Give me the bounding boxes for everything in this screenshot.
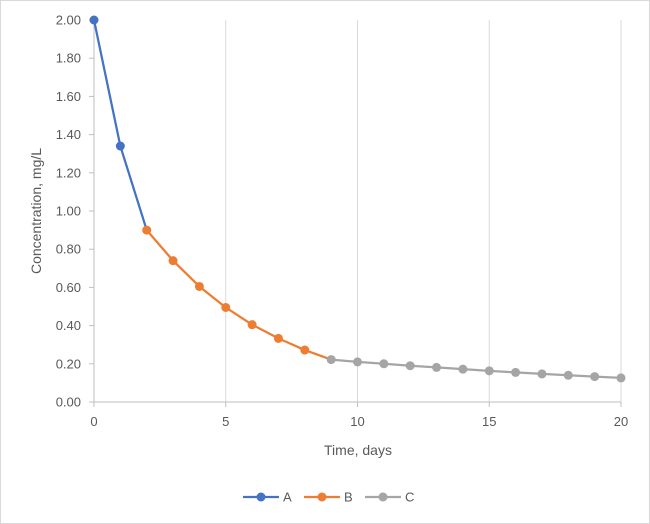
y-tick-label: 1.00 [56,204,81,219]
legend-c-marker [378,492,388,502]
series-c-point [563,370,573,380]
y-tick-label: 0.40 [56,318,81,333]
series-c-point [511,367,521,377]
series-c-point [432,362,442,372]
series-c-point [326,355,336,365]
axes [89,19,622,407]
series-b-point [273,333,283,343]
y-tick-label: 0.00 [56,395,81,410]
series-c-point [616,373,626,383]
legend-a-marker [256,492,266,502]
y-axis-title: Concentration, mg/L [28,148,44,274]
series-b-point [168,256,178,266]
y-tick-label: 0.20 [56,356,81,371]
series-c-point [458,364,468,374]
series-b-point [247,320,257,330]
series-c-point [405,361,415,371]
legend-a-label: A [283,490,292,505]
y-tick-label: 1.40 [56,127,81,142]
series-b-line [145,228,333,361]
series-c-line [330,358,623,380]
series-b-point [300,345,310,355]
x-tick-label: 15 [482,414,496,429]
y-tick-label: 0.80 [56,242,81,257]
series-b-point [194,281,204,291]
gridlines [225,20,622,402]
series-c-point [484,366,494,376]
x-axis-title: Time, days [324,442,392,458]
legend-b-label: B [344,490,353,505]
series-a-point [115,141,125,151]
y-tick-labels: 0.00 0.20 0.40 0.60 0.80 1.00 1.20 1.40 1.60 1.80… [56,13,81,410]
y-tick-label: 1.80 [56,51,81,66]
y-tick-label: 2.00 [56,13,81,28]
x-tick-label: 5 [222,414,229,429]
series-c-point [379,359,389,369]
legend: A B C [243,490,414,505]
series-a-point [89,15,99,25]
series-b-point [142,225,152,235]
y-tick-label: 0.60 [56,280,81,295]
y-tick-label: 1.60 [56,89,81,104]
y-tick-label: 1.20 [56,165,81,180]
legend-c-label: C [405,490,414,505]
series-c-point [353,357,362,367]
series-c-point [590,372,600,382]
legend-b-marker [317,492,327,502]
series-b-point [221,302,231,312]
x-tick-label: 0 [90,414,97,429]
series-c-point [537,369,547,379]
series-markers [89,15,626,383]
series-a-line [92,18,148,232]
x-tick-labels: 0 5 10 15 20 [90,414,628,429]
x-tick-label: 10 [350,414,364,429]
x-tick-label: 20 [614,414,628,429]
